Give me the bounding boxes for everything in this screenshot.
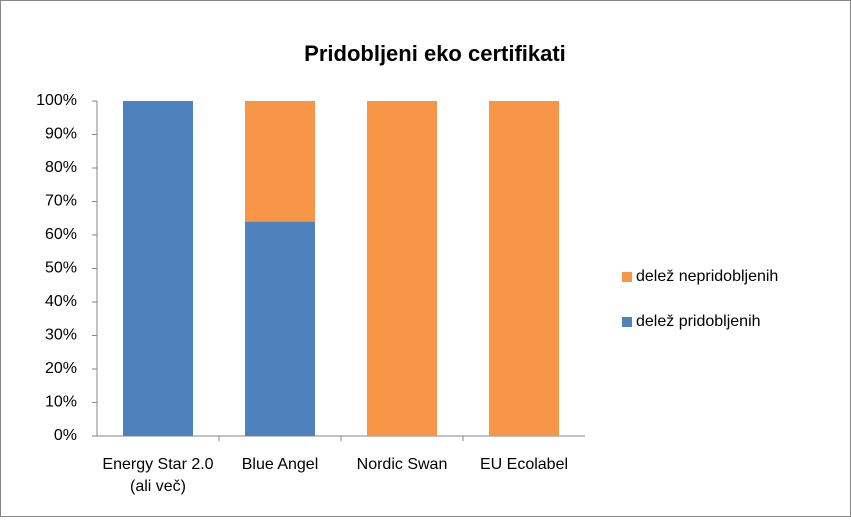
legend-label: delež pridobljenih bbox=[636, 313, 761, 330]
y-tick-label: 100% bbox=[36, 92, 77, 109]
legend-swatch bbox=[622, 272, 632, 282]
y-tick-label: 70% bbox=[45, 193, 77, 210]
y-tick-label: 60% bbox=[45, 226, 77, 243]
y-tick-label: 10% bbox=[45, 394, 77, 411]
chart-title: Pridobljeni eko certifikati bbox=[304, 41, 566, 66]
x-tick-label-box: Energy Star 2.0 (ali več) bbox=[102, 456, 214, 495]
x-tick-label-box: Blue Angel bbox=[241, 456, 319, 473]
y-tick-label: 50% bbox=[45, 260, 77, 277]
x-tick-label-box: EU Ecolabel bbox=[479, 456, 569, 473]
x-tick-label: Nordic Swan bbox=[356, 456, 448, 473]
x-tick-label-box: Nordic Swan bbox=[356, 456, 448, 473]
legend-swatch bbox=[622, 317, 632, 327]
bar-segment bbox=[367, 101, 437, 436]
y-tick-label: 30% bbox=[45, 327, 77, 344]
y-tick-label: 40% bbox=[45, 293, 77, 310]
bar-segment bbox=[245, 101, 315, 222]
x-tick-label: EU Ecolabel bbox=[479, 456, 569, 473]
bar-segment bbox=[123, 101, 193, 436]
y-tick-label: 80% bbox=[45, 159, 77, 176]
x-tick-label: Blue Angel bbox=[241, 456, 319, 473]
x-tick-label: Energy Star 2.0 (ali več) bbox=[102, 456, 214, 495]
legend-label: delež nepridobljenih bbox=[636, 268, 778, 285]
y-tick-label: 90% bbox=[45, 126, 77, 143]
y-tick-label: 0% bbox=[54, 427, 77, 444]
bar-segment bbox=[245, 221, 315, 436]
y-tick-label: 20% bbox=[45, 360, 77, 377]
bar-segment bbox=[489, 101, 559, 436]
